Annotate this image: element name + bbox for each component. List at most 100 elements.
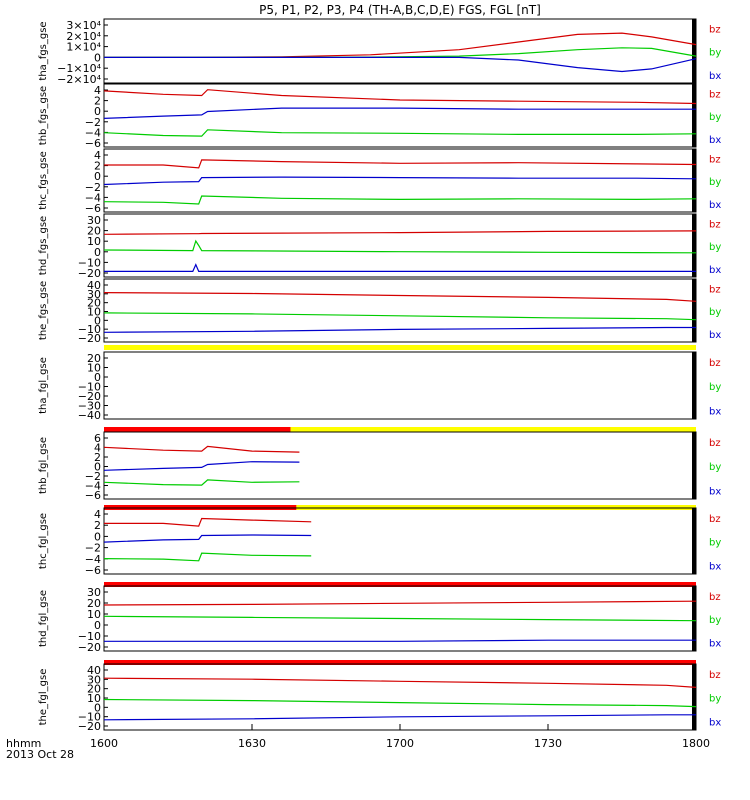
panel-frame — [103, 507, 697, 575]
y-tick-label: −30 — [78, 400, 101, 413]
right-edge-ticks — [692, 149, 696, 212]
y-tick-label: 30 — [87, 586, 101, 599]
y-tick-label: −4 — [85, 480, 101, 493]
y-tick-label: 30 — [87, 288, 101, 301]
y-tick-label: 4 — [94, 442, 101, 455]
series-line-by — [103, 552, 312, 562]
y-tick-label: 6 — [94, 432, 101, 445]
y-axis-label: tha_fgl_gse — [38, 357, 49, 414]
series-line-by — [103, 312, 697, 321]
series-line-bx — [103, 461, 300, 471]
y-tick-label: 4 — [94, 508, 101, 521]
y-tick-label: 0 — [94, 246, 101, 259]
series-line-bz — [104, 32, 697, 59]
y-tick-label: 2 — [94, 160, 101, 173]
legend-bz: bz — [709, 155, 721, 166]
y-tick-label: 0 — [94, 105, 101, 118]
right-edge-ticks — [692, 508, 696, 574]
right-edge-ticks — [692, 352, 696, 419]
y-tick-label: −2 — [85, 116, 101, 129]
legend-by: by — [709, 382, 721, 393]
legend-by: by — [709, 462, 721, 473]
y-tick-label: 40 — [87, 664, 101, 677]
x-tick-label: 1700 — [386, 737, 414, 750]
right-edge-ticks — [692, 664, 696, 730]
panel-thb_fgs_gse: 420−2−4−6 thb_fgs_gse bz by bx — [38, 83, 721, 150]
legend-bx: bx — [709, 71, 721, 82]
y-axis-label: thd_fgl_gse — [38, 590, 49, 647]
right-edge-ticks — [692, 279, 696, 342]
plot-title: P5, P1, P2, P3, P4 (TH-A,B,C,D,E) FGS, F… — [259, 3, 541, 17]
legend-by: by — [709, 48, 721, 59]
y-tick-label: −4 — [85, 126, 101, 139]
y-tick-label: −2 — [85, 181, 101, 194]
legend-bz: bz — [709, 438, 721, 449]
y-tick-label: −20 — [78, 720, 101, 733]
y-tick-label: −20 — [78, 641, 101, 654]
panel-frame — [103, 18, 697, 84]
x-tick-label: 1730 — [534, 737, 562, 750]
status-bar-segment — [290, 427, 696, 432]
series-line-bz — [104, 517, 312, 527]
y-tick-label: 4 — [94, 149, 101, 162]
legend-bx: bx — [709, 486, 721, 497]
x-tick-label: 1600 — [90, 737, 118, 750]
y-tick-label: 0 — [94, 51, 101, 64]
y-axis-label: the_fgl_gse — [38, 669, 49, 726]
y-tick-label: −2 — [85, 542, 101, 555]
series-line-bz — [103, 89, 697, 105]
legend-bz: bz — [709, 670, 721, 681]
legend-bz: bz — [709, 220, 721, 231]
series-line-by — [103, 479, 300, 486]
y-tick-label: −10 — [78, 711, 101, 724]
right-edge-ticks — [692, 84, 696, 147]
status-bar-segment — [104, 427, 291, 432]
panel-frame — [103, 278, 697, 343]
legend-bz: bz — [709, 358, 721, 369]
x-axis-label-date: 2013 Oct 28 — [6, 748, 74, 761]
legend-bx: bx — [709, 561, 721, 572]
series-line-by — [103, 239, 697, 254]
y-tick-label: −6 — [85, 564, 101, 577]
right-edge-ticks — [692, 19, 696, 83]
y-axis-label: thd_fgs_gse — [38, 216, 49, 275]
legend-by: by — [709, 177, 721, 188]
y-tick-label: 10 — [87, 362, 101, 375]
legend-bx: bx — [709, 330, 721, 341]
y-tick-label: −40 — [78, 409, 101, 422]
right-edge-ticks — [692, 214, 696, 277]
y-tick-label: 30 — [87, 673, 101, 686]
y-tick-label: 3×10⁴ — [66, 19, 101, 32]
y-tick-label: 30 — [87, 214, 101, 227]
legend-bz: bz — [709, 514, 721, 525]
series-line-bx — [103, 107, 696, 119]
legend-bx: bx — [709, 135, 721, 146]
y-tick-label: −4 — [85, 191, 101, 204]
series-line-bx — [104, 263, 696, 272]
y-tick-label: 10 — [87, 608, 101, 621]
panel-frame — [103, 663, 697, 731]
right-edge-ticks — [692, 432, 696, 499]
status-bar-segment — [104, 582, 696, 587]
y-tick-label: 0 — [94, 314, 101, 327]
y-tick-label: 20 — [87, 225, 101, 238]
y-tick-label: 2×10⁴ — [66, 30, 101, 43]
legend-bz: bz — [709, 592, 721, 603]
x-tick-label: 1800 — [682, 737, 710, 750]
legend-bx: bx — [709, 406, 721, 417]
panel-frame — [103, 431, 697, 500]
series-line-by — [103, 195, 697, 205]
y-tick-label: 0 — [94, 170, 101, 183]
legend-bx: bx — [709, 265, 721, 276]
y-tick-label: 2 — [94, 95, 101, 108]
y-tick-label: 20 — [87, 352, 101, 365]
legend-bx: bx — [709, 639, 721, 650]
series-line-bx — [104, 56, 697, 73]
series-line-bx — [104, 639, 696, 642]
y-tick-label: 2 — [94, 451, 101, 464]
